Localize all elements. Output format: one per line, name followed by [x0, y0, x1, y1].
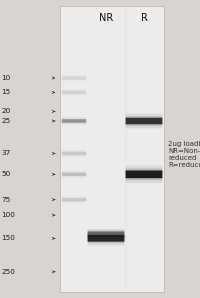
FancyBboxPatch shape [126, 114, 162, 128]
FancyBboxPatch shape [126, 118, 162, 124]
FancyBboxPatch shape [62, 173, 86, 176]
FancyBboxPatch shape [62, 152, 86, 155]
FancyBboxPatch shape [126, 116, 162, 126]
Text: 75: 75 [1, 197, 10, 203]
Text: 100: 100 [1, 212, 15, 218]
Text: NR: NR [99, 13, 113, 24]
FancyBboxPatch shape [88, 229, 124, 239]
FancyBboxPatch shape [88, 234, 124, 243]
Bar [60, 6, 164, 292]
Text: 20: 20 [1, 108, 10, 114]
FancyBboxPatch shape [88, 232, 124, 236]
FancyBboxPatch shape [126, 166, 162, 183]
Text: 25: 25 [1, 118, 10, 124]
Text: R: R [141, 13, 147, 24]
FancyBboxPatch shape [126, 168, 162, 180]
Text: 150: 150 [1, 235, 15, 241]
FancyBboxPatch shape [62, 198, 86, 201]
Text: 10: 10 [1, 75, 10, 81]
Text: 15: 15 [1, 89, 10, 95]
FancyBboxPatch shape [88, 231, 124, 246]
Text: 2ug loading
NR=Non-
reduced
R=reduced: 2ug loading NR=Non- reduced R=reduced [168, 142, 200, 168]
FancyBboxPatch shape [62, 117, 86, 125]
FancyBboxPatch shape [62, 171, 86, 178]
FancyBboxPatch shape [126, 170, 162, 178]
FancyBboxPatch shape [62, 119, 86, 123]
FancyBboxPatch shape [88, 230, 124, 238]
Text: 37: 37 [1, 150, 10, 156]
Text: 50: 50 [1, 171, 10, 177]
FancyBboxPatch shape [62, 76, 86, 80]
FancyBboxPatch shape [88, 235, 124, 242]
Text: 250: 250 [1, 269, 15, 275]
FancyBboxPatch shape [62, 91, 86, 94]
